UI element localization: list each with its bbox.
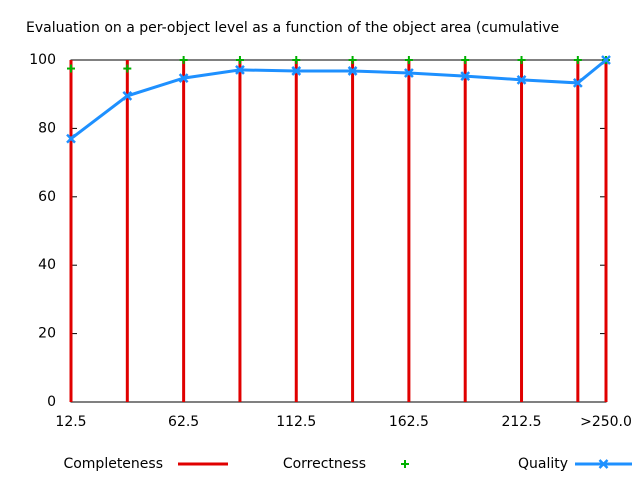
point — [235, 65, 245, 75]
point — [460, 71, 471, 81]
point — [601, 55, 611, 65]
legend-label: Correctness — [283, 456, 366, 472]
legend-swatch — [598, 459, 609, 469]
x-tick-label: 62.5 — [168, 414, 199, 430]
chart-title: Evaluation on a per-object level as a fu… — [26, 20, 559, 36]
point — [179, 56, 188, 64]
y-tick-label: 40 — [38, 257, 56, 273]
legend-label: Quality — [518, 456, 568, 472]
x-tick-label: 212.5 — [501, 414, 541, 430]
point — [292, 56, 301, 64]
point — [461, 56, 470, 64]
legend-label: Completeness — [63, 456, 163, 472]
point — [572, 78, 583, 88]
y-tick-label: 80 — [38, 120, 56, 136]
point — [516, 74, 527, 85]
y-tick-label: 20 — [38, 326, 56, 342]
point — [573, 56, 582, 64]
point — [404, 68, 414, 78]
x-tick-label: >250.0 — [580, 414, 632, 430]
point — [347, 66, 358, 76]
point — [122, 91, 133, 101]
y-tick-label: 0 — [47, 394, 56, 410]
point — [67, 64, 75, 73]
y-tick-label: 100 — [29, 52, 56, 68]
point — [178, 73, 189, 84]
point — [291, 66, 302, 76]
point — [517, 56, 526, 64]
point — [66, 133, 76, 144]
point — [348, 56, 357, 64]
point — [235, 56, 244, 64]
x-tick-label: 12.5 — [55, 414, 86, 430]
x-tick-label: 162.5 — [389, 414, 429, 430]
point — [404, 56, 413, 64]
legend-swatch — [401, 460, 409, 468]
y-tick-label: 60 — [38, 189, 56, 205]
point — [123, 64, 132, 73]
x-tick-label: 112.5 — [276, 414, 316, 430]
